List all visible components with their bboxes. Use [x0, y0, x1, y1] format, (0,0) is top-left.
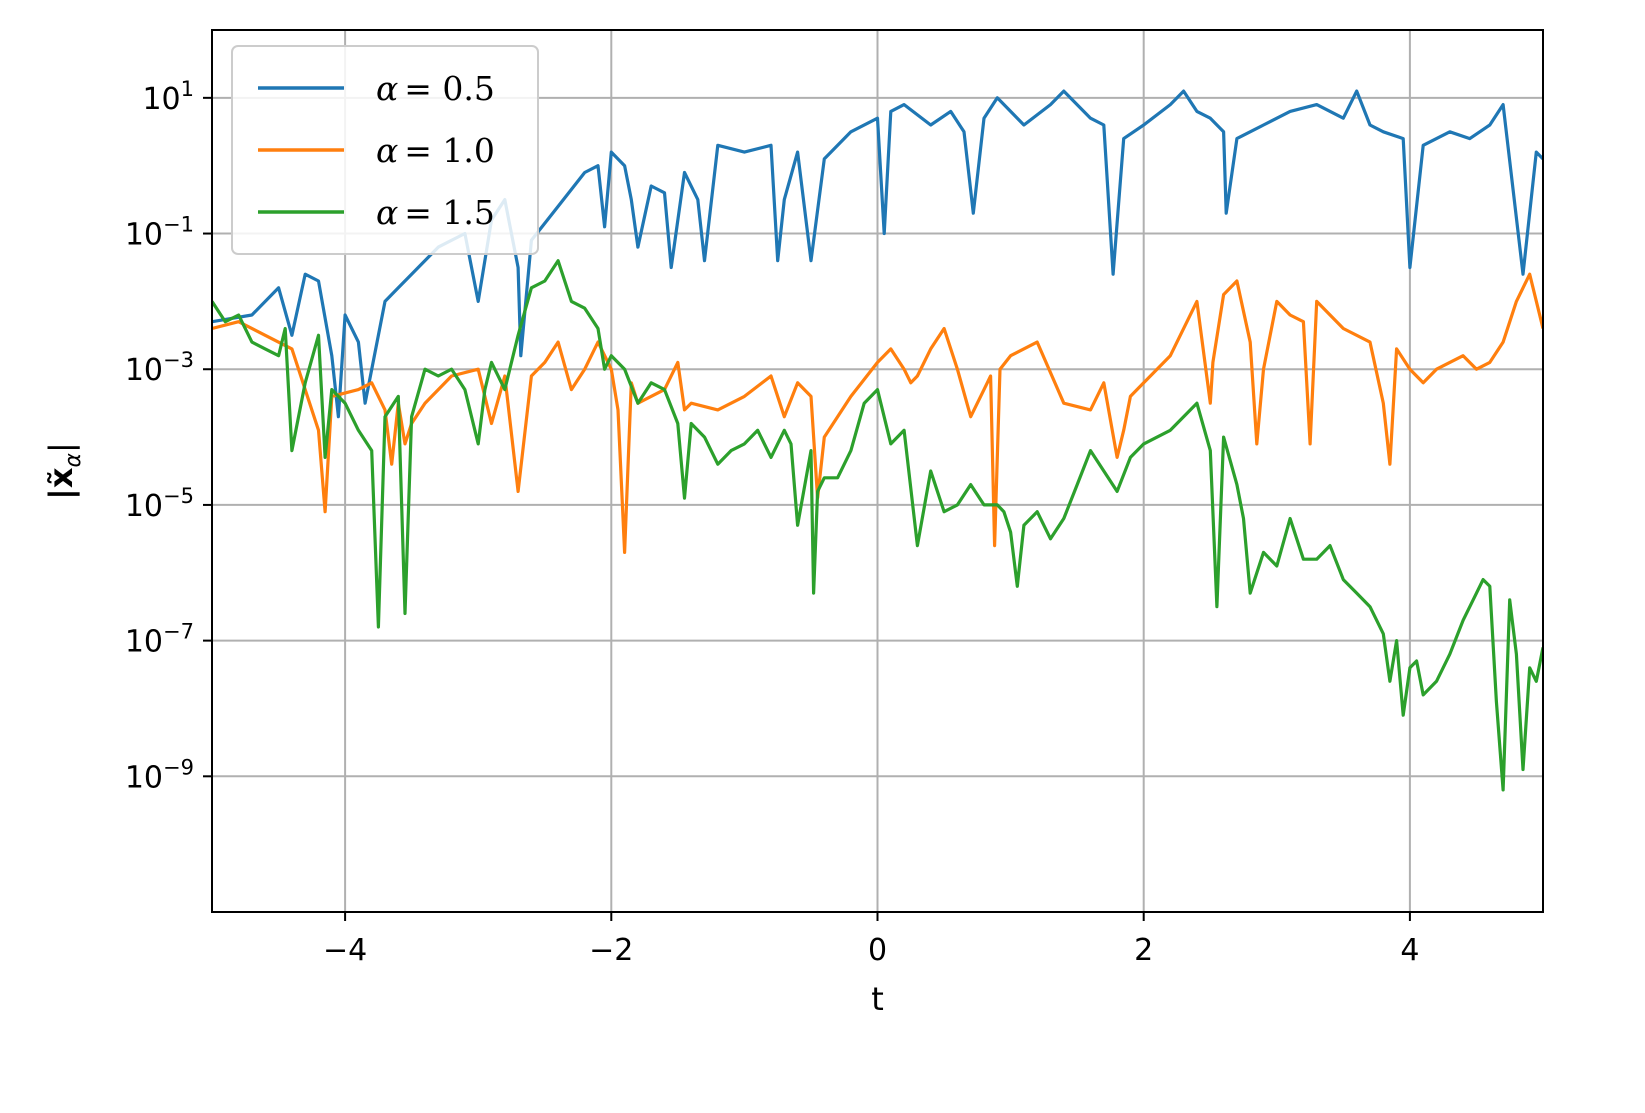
y-tick-label: 10−7: [125, 620, 194, 660]
legend-label-2: α = 1.0: [376, 131, 495, 170]
grid: [212, 30, 1543, 912]
series-line-3: [212, 259, 1543, 792]
legend-box: [231, 45, 539, 255]
y-tick-label: 10−9: [125, 755, 194, 795]
y-axis-label-text: |x̃α|: [42, 442, 86, 500]
legend: α = 0.5 α = 1.0 α = 1.5: [231, 45, 539, 255]
y-tick-label: 10−3: [125, 348, 194, 388]
x-tick-label: −2: [589, 933, 633, 968]
x-tick-label: 0: [868, 933, 887, 968]
y-tick-label: 10−5: [125, 484, 194, 524]
series-line-2: [212, 272, 1543, 555]
y-tick-label: 10−1: [125, 213, 194, 253]
x-tick-label: 4: [1400, 933, 1419, 968]
x-tick-label: 2: [1134, 933, 1153, 968]
y-axis-label: |x̃α|: [42, 442, 86, 500]
y-tick-label: 101: [142, 77, 194, 117]
legend-label-3: α = 1.5: [376, 193, 495, 232]
x-tick-label: −4: [323, 933, 367, 968]
legend-label-1: α = 0.5: [376, 69, 495, 108]
x-axis-ticks: −4 −2 0 2 4: [323, 912, 1419, 968]
y-axis-ticks: 101 10−1 10−3 10−5 10−7 10−9: [125, 77, 212, 795]
x-axis-label: t: [871, 980, 884, 1018]
